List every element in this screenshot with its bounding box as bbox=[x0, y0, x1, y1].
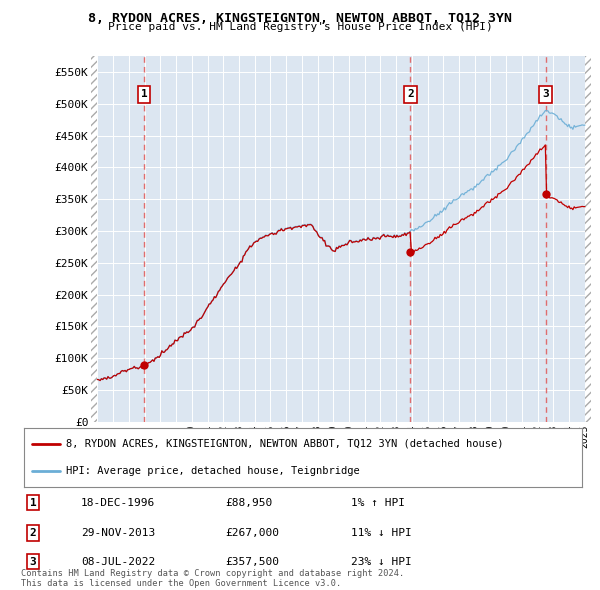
Text: £267,000: £267,000 bbox=[225, 528, 279, 537]
Text: 3: 3 bbox=[29, 557, 37, 566]
Text: Contains HM Land Registry data © Crown copyright and database right 2024.
This d: Contains HM Land Registry data © Crown c… bbox=[21, 569, 404, 588]
Text: 3: 3 bbox=[542, 90, 549, 100]
Text: HPI: Average price, detached house, Teignbridge: HPI: Average price, detached house, Teig… bbox=[66, 466, 359, 476]
Text: 11% ↓ HPI: 11% ↓ HPI bbox=[351, 528, 412, 537]
Text: Price paid vs. HM Land Registry's House Price Index (HPI): Price paid vs. HM Land Registry's House … bbox=[107, 22, 493, 32]
Text: 29-NOV-2013: 29-NOV-2013 bbox=[81, 528, 155, 537]
Text: 8, RYDON ACRES, KINGSTEIGNTON, NEWTON ABBOT, TQ12 3YN (detached house): 8, RYDON ACRES, KINGSTEIGNTON, NEWTON AB… bbox=[66, 439, 503, 448]
Bar bbox=[91, 56, 97, 422]
Text: 1: 1 bbox=[140, 90, 148, 100]
Text: £88,950: £88,950 bbox=[225, 498, 272, 507]
Text: 08-JUL-2022: 08-JUL-2022 bbox=[81, 557, 155, 566]
Text: 18-DEC-1996: 18-DEC-1996 bbox=[81, 498, 155, 507]
Text: 23% ↓ HPI: 23% ↓ HPI bbox=[351, 557, 412, 566]
Text: £357,500: £357,500 bbox=[225, 557, 279, 566]
Text: 1: 1 bbox=[29, 498, 37, 507]
Text: 2: 2 bbox=[407, 90, 414, 100]
Text: 1% ↑ HPI: 1% ↑ HPI bbox=[351, 498, 405, 507]
Bar bbox=[585, 56, 591, 422]
Text: 2: 2 bbox=[29, 528, 37, 537]
Text: 8, RYDON ACRES, KINGSTEIGNTON, NEWTON ABBOT, TQ12 3YN: 8, RYDON ACRES, KINGSTEIGNTON, NEWTON AB… bbox=[88, 12, 512, 25]
